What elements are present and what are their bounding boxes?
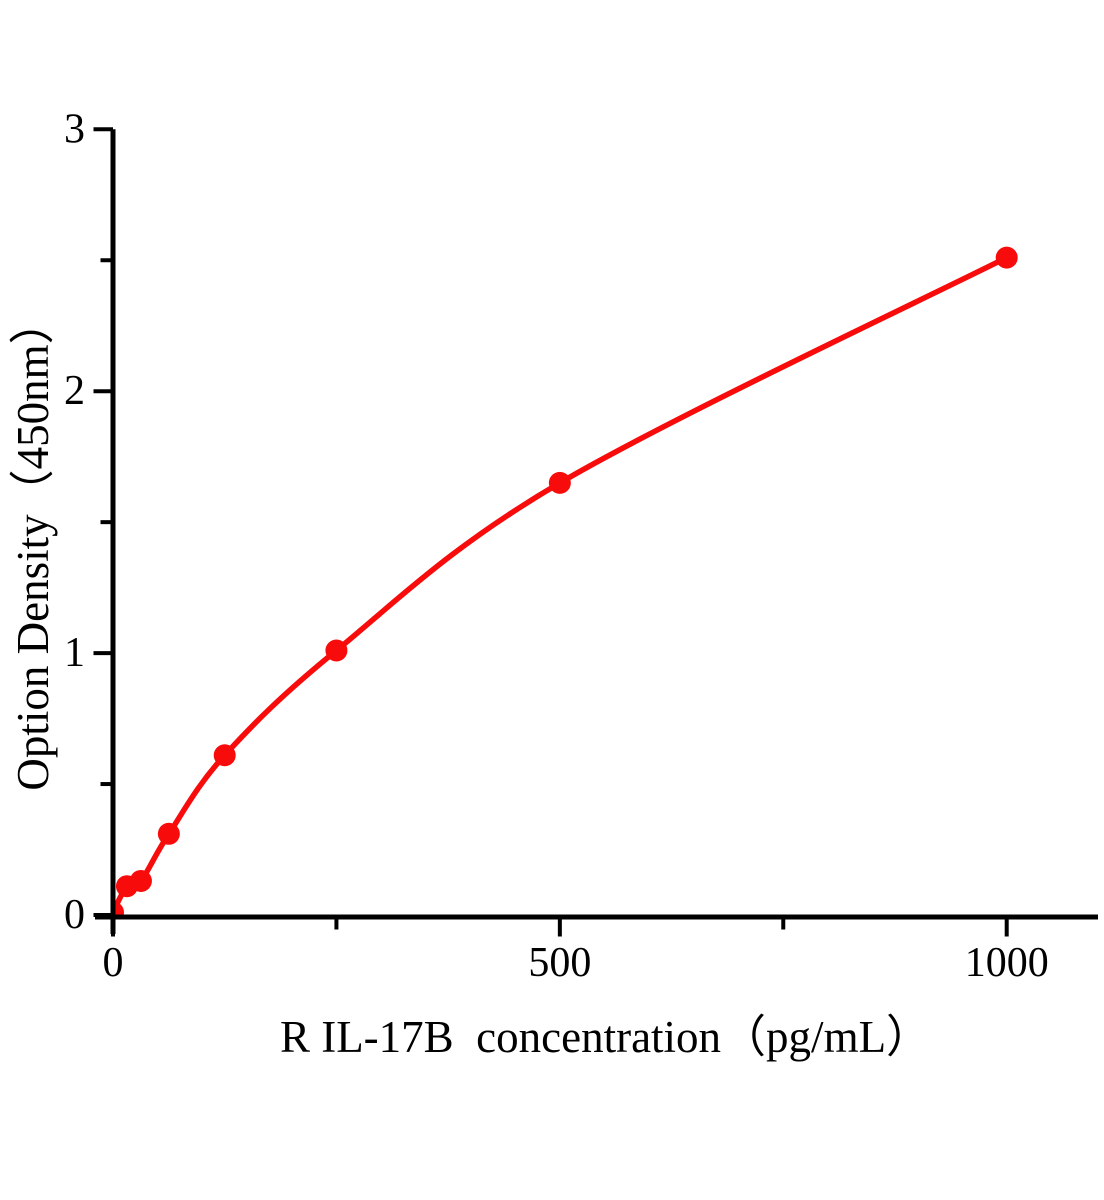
- x-tick-label: 500: [528, 940, 591, 986]
- y-tick-label: 2: [64, 368, 85, 414]
- data-point-marker: [115, 901, 124, 915]
- x-tick-label: 1000: [965, 940, 1049, 986]
- y-tick-label: 3: [64, 106, 85, 152]
- y-axis-title: Option Density（450nm）: [8, 299, 58, 791]
- standard-curve-line: [115, 255, 1008, 914]
- x-tick-label: 0: [103, 940, 124, 986]
- data-point-marker: [129, 869, 152, 892]
- data-point-marker: [548, 471, 571, 494]
- data-point-marker: [995, 246, 1018, 269]
- data-point-marker: [213, 744, 236, 767]
- data-point-marker: [325, 639, 348, 662]
- data-point-marker: [157, 822, 180, 845]
- y-tick-label: 1: [64, 630, 85, 676]
- x-axis-title: R IL-17B concentration（pg/mL）: [279, 1012, 932, 1062]
- y-tick-label: 0: [64, 892, 85, 938]
